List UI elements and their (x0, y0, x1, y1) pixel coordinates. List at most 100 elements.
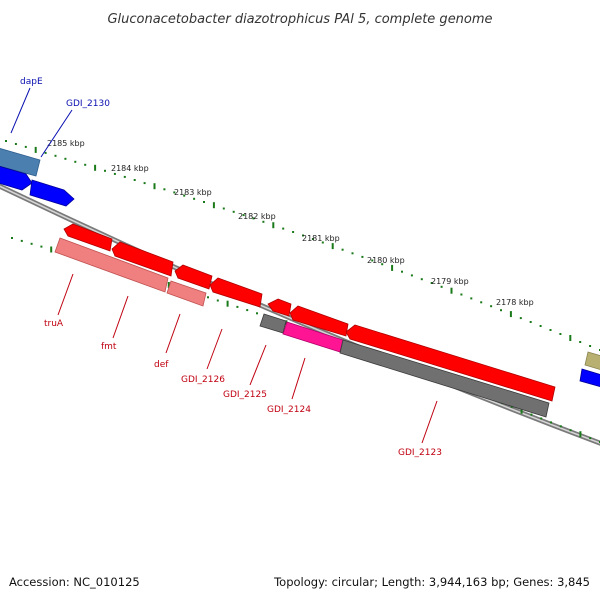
dapE-gene[interactable] (0, 147, 41, 177)
gene-red-5[interactable] (267, 298, 292, 317)
gene-red-6[interactable] (289, 305, 349, 337)
minor-tick (163, 188, 166, 191)
minor-tick (113, 172, 116, 175)
kbp-label: 2184 kbp (111, 164, 149, 173)
minor-tick (550, 421, 552, 424)
minor-tick (470, 297, 473, 300)
major-tick (212, 202, 215, 209)
outer-scale-track (5, 140, 600, 351)
major-tick (94, 164, 97, 171)
major-tick (272, 222, 275, 229)
gene-red-2[interactable] (111, 241, 174, 277)
gene-label-GDI_2125[interactable]: GDI_2125 (223, 390, 267, 400)
gene-label-GDI_2126[interactable]: GDI_2126 (181, 375, 225, 385)
fmt-gene[interactable] (166, 280, 207, 307)
minor-tick (579, 341, 582, 343)
GDI_2123-gene[interactable] (339, 339, 550, 418)
minor-tick (559, 333, 562, 335)
major-tick (450, 287, 453, 294)
gene-label-def[interactable]: def (154, 360, 169, 370)
minor-tick (519, 317, 522, 320)
minor-tick (44, 151, 47, 154)
minor-tick (74, 160, 77, 163)
minor-tick (500, 309, 502, 312)
minor-tick (123, 175, 126, 178)
minor-tick (530, 413, 533, 416)
minor-tick (262, 220, 265, 223)
minor-tick (410, 274, 413, 277)
major-tick (331, 243, 334, 250)
minor-tick (539, 325, 542, 327)
gene-label-fmt[interactable]: fmt (101, 342, 117, 352)
minor-tick (5, 140, 7, 142)
minor-tick (420, 278, 423, 281)
minor-tick (183, 194, 186, 197)
minor-tick (341, 248, 344, 251)
minor-tick (589, 345, 592, 347)
minor-tick (569, 429, 572, 432)
minor-tick (216, 299, 219, 302)
minor-tick (252, 217, 255, 220)
minor-tick (430, 282, 433, 284)
minor-tick (361, 255, 364, 258)
blue-gene-right[interactable] (579, 368, 600, 388)
minor-tick (14, 143, 17, 145)
major-tick (391, 264, 394, 271)
minor-tick (480, 301, 483, 304)
minor-tick (282, 227, 285, 230)
top-labels: dapE GDI_2130 (10, 77, 110, 158)
gene-label-GDI_2130[interactable]: GDI_2130 (66, 99, 110, 109)
truA-gene[interactable] (54, 237, 169, 293)
minor-tick (11, 237, 13, 239)
kbp-label: 2182 kbp (238, 212, 276, 221)
kbp-label: 2180 kbp (367, 256, 405, 265)
minor-tick (529, 321, 532, 323)
gene-label-dapE[interactable]: dapE (20, 77, 43, 87)
minor-tick (133, 179, 136, 181)
gene-label-truA[interactable]: truA (44, 319, 64, 329)
kbp-label: 2185 kbp (47, 139, 85, 148)
major-tick (153, 183, 156, 190)
gene-red-4[interactable] (209, 277, 263, 308)
kbp-label: 2183 kbp (174, 188, 212, 197)
map-title: Gluconacetobacter diazotrophicus PAl 5, … (107, 12, 492, 27)
major-tick (226, 300, 229, 307)
minor-tick (54, 154, 57, 157)
blue-gene-2[interactable] (29, 179, 75, 207)
minor-tick (490, 305, 493, 308)
major-tick (509, 311, 512, 318)
minor-tick (40, 245, 43, 248)
gene-red-7[interactable] (345, 324, 556, 402)
minor-tick (20, 239, 23, 242)
minor-tick (401, 270, 403, 273)
minor-tick (173, 191, 176, 194)
minor-tick (143, 182, 146, 185)
topology-text: Topology: circular; Length: 3,944,163 bp… (273, 575, 590, 589)
gene-red-1[interactable] (63, 223, 113, 252)
minor-tick (246, 309, 249, 312)
minor-tick (549, 329, 552, 331)
GDI_2130-gene[interactable] (0, 165, 33, 191)
minor-tick (84, 163, 87, 166)
minor-tick (440, 285, 443, 288)
minor-tick (292, 231, 295, 233)
gene-label-GDI_2124[interactable]: GDI_2124 (267, 405, 311, 415)
lower-features (54, 223, 556, 418)
major-tick (34, 146, 37, 153)
minor-tick (222, 207, 225, 210)
minor-tick (30, 242, 33, 245)
minor-tick (510, 405, 513, 408)
kbp-label: 2179 kbp (431, 277, 469, 286)
olive-gene[interactable] (584, 351, 600, 371)
gene-red-3[interactable] (174, 264, 213, 290)
minor-tick (256, 312, 258, 315)
major-tick (167, 282, 170, 288)
major-tick (569, 335, 572, 341)
gene-label-GDI_2123[interactable]: GDI_2123 (398, 448, 442, 458)
kbp-label: 2181 kbp (302, 234, 340, 243)
minor-tick (242, 214, 245, 217)
minor-tick (589, 437, 592, 440)
minor-tick (24, 145, 27, 148)
minor-tick (559, 425, 562, 428)
